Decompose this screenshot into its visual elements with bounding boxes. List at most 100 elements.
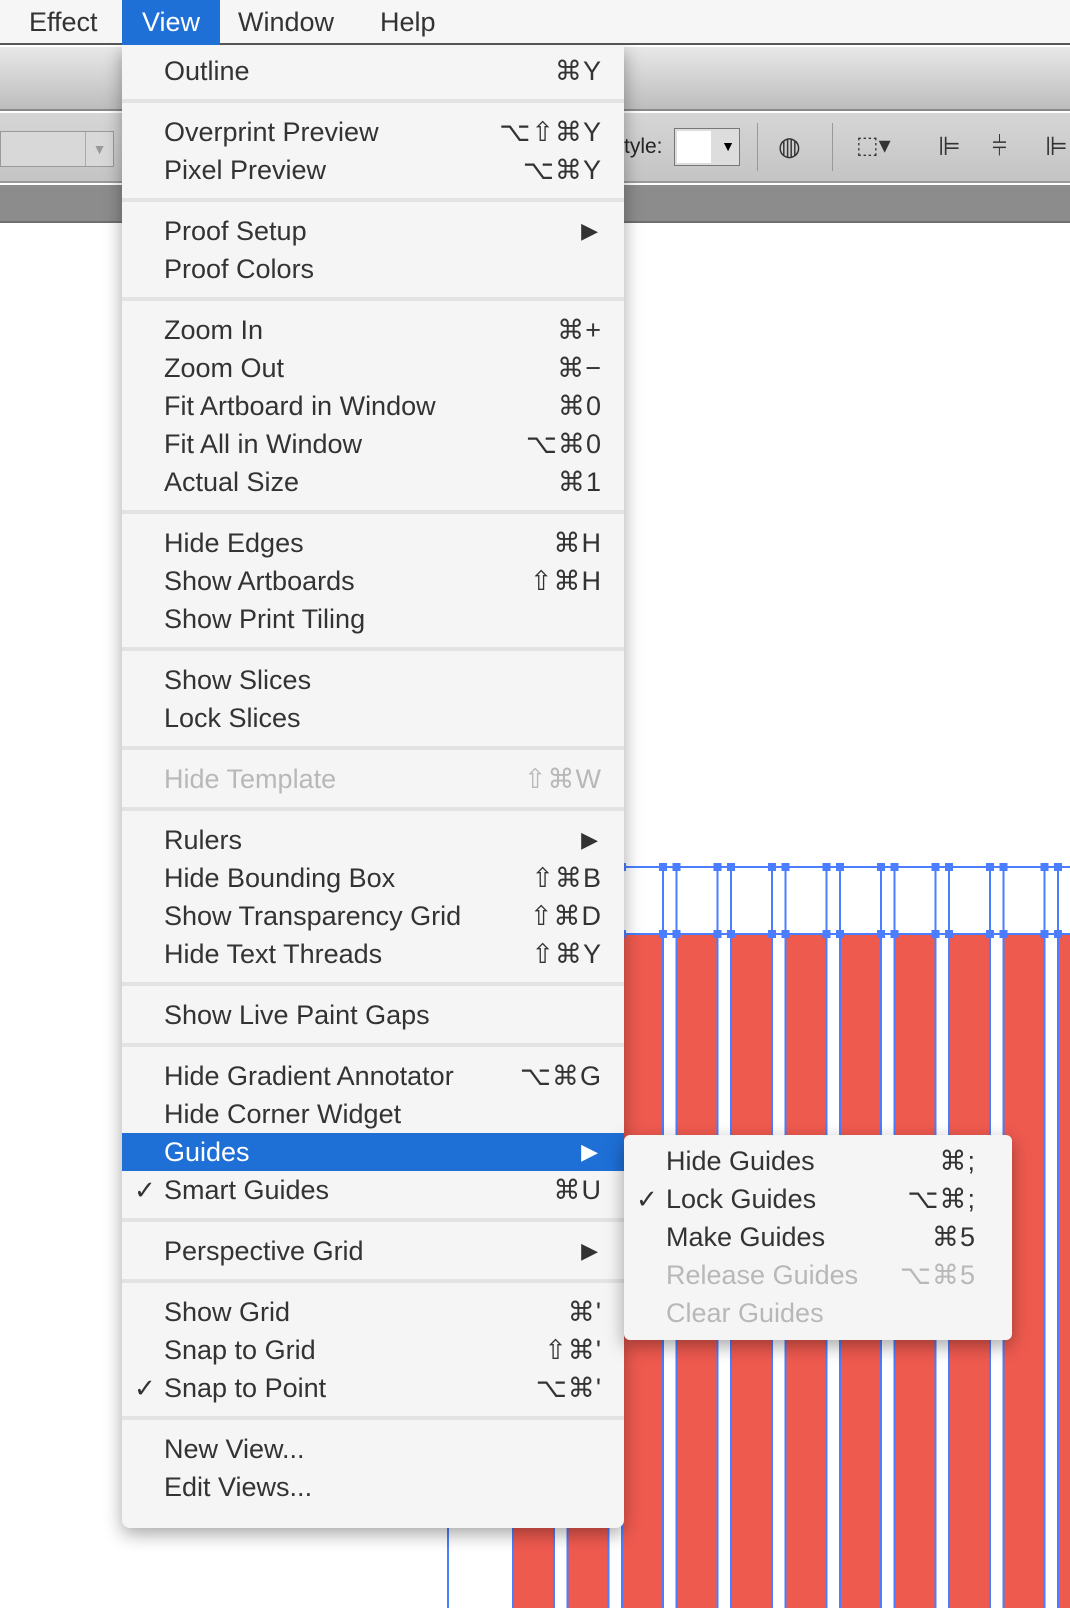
anchor-handle [945,930,953,938]
checkmark-icon: ✓ [134,1373,156,1403]
anchor-handle [1054,930,1062,938]
shortcut-label: ⌘Y [554,56,602,86]
menu-item-label: Hide Template [164,764,337,794]
submenu-item-hide-guides[interactable]: Hide Guides ⌘; [624,1142,1012,1180]
menu-item-label: Show Print Tiling [164,604,366,634]
menu-bar: Effect View Window Help [0,0,1070,45]
anchor-handle [781,863,790,871]
menu-item-smart-guides[interactable]: ✓ Smart Guides ⌘U [122,1171,624,1209]
anchor-handle [999,930,1008,938]
menu-item-label: Show Slices [164,665,312,695]
menu-item-label: Hide Bounding Box [164,863,396,893]
menu-item-show-grid[interactable]: Show Grid ⌘' [122,1293,624,1331]
menu-item-label: Show Live Paint Gaps [164,1000,430,1030]
menu-item-hide-gradient-annotator[interactable]: Hide Gradient Annotator ⌥⌘G [122,1057,624,1095]
transform-reference-icon[interactable]: ⬚▾ [856,132,891,159]
menu-separator [122,90,624,113]
checkmark-icon: ✓ [636,1184,658,1214]
guides-submenu: Hide Guides ⌘; ✓ Lock Guides ⌥⌘; Make Guides ⌘… [624,1135,1012,1340]
menu-item-rulers[interactable]: Rulers ▶ [122,821,624,859]
menu-item-outline[interactable]: Outline ⌘Y [122,52,624,90]
menu-item-label: Hide Edges [164,528,304,558]
menu-item-label: Release Guides [666,1260,859,1290]
dropdown-select[interactable]: ▼ [0,131,114,167]
anchor-handle [727,863,735,871]
menu-item-label: Hide Text Threads [164,939,383,969]
submenu-item-release-guides: Release Guides ⌥⌘5 [624,1256,1012,1294]
menu-item-label: Proof Setup [164,216,307,246]
menu-item-label: Snap to Grid [164,1335,316,1365]
menu-item-fit-artboard-in-window[interactable]: Fit Artboard in Window ⌘0 [122,387,624,425]
menu-item-label: Show Grid [164,1297,291,1327]
menu-separator [122,189,624,212]
anchor-handle [945,863,953,871]
shortcut-label: ⌘U [553,1175,602,1205]
menu-item-perspective-grid[interactable]: Perspective Grid ▶ [122,1232,624,1270]
shortcut-label: ⌥⌘G [519,1061,602,1091]
menu-item-proof-setup[interactable]: Proof Setup ▶ [122,212,624,250]
align-center-icon[interactable]: ⫩ [992,131,1007,161]
anchor-handle [836,863,844,871]
anchor-handle [836,930,844,938]
menu-item-hide-corner-widget[interactable]: Hide Corner Widget [122,1095,624,1133]
menu-item-new-view[interactable]: New View... [122,1430,624,1468]
menu-item-show-live-paint-gaps[interactable]: Show Live Paint Gaps [122,996,624,1034]
menu-item-show-print-tiling[interactable]: Show Print Tiling [122,600,624,638]
anchor-handle [877,863,885,871]
menu-separator [122,288,624,311]
menu-view[interactable]: View [122,0,220,45]
recolor-icon[interactable]: ◍ [778,131,801,161]
menu-item-snap-to-point[interactable]: ✓ Snap to Point ⌥⌘' [122,1369,624,1407]
menu-item-label: Show Artboards [164,566,355,596]
anchor-handle [727,930,735,938]
shortcut-label: ⌘1 [557,467,602,497]
menu-item-snap-to-grid[interactable]: Snap to Grid ⇧⌘' [122,1331,624,1369]
menu-item-edit-views[interactable]: Edit Views... [122,1468,624,1506]
shortcut-label: ⇧⌘D [529,901,602,931]
menu-help[interactable]: Help [380,7,436,37]
menu-item-show-transparency-grid[interactable]: Show Transparency Grid ⇧⌘D [122,897,624,935]
menu-item-zoom-in[interactable]: Zoom In ⌘+ [122,311,624,349]
shortcut-label: ⇧⌘H [529,566,602,596]
menu-item-hide-edges[interactable]: Hide Edges ⌘H [122,524,624,562]
menu-item-zoom-out[interactable]: Zoom Out ⌘− [122,349,624,387]
shortcut-label: ⌥⌘; [907,1184,976,1214]
shortcut-label: ⌘H [553,528,602,558]
menu-item-guides[interactable]: Guides ▶ [122,1133,624,1171]
menu-item-proof-colors[interactable]: Proof Colors [122,250,624,288]
submenu-item-make-guides[interactable]: Make Guides ⌘5 [624,1218,1012,1256]
anchor-handle [713,930,722,938]
align-right-icon[interactable]: ⊫ [1045,131,1068,161]
menu-item-label: Outline [164,56,250,86]
menu-item-actual-size[interactable]: Actual Size ⌘1 [122,463,624,501]
menu-separator [122,501,624,524]
menu-item-fit-all-in-window[interactable]: Fit All in Window ⌥⌘0 [122,425,624,463]
menu-item-label: Clear Guides [666,1298,824,1328]
menu-item-hide-bounding-box[interactable]: Hide Bounding Box ⇧⌘B [122,859,624,897]
menu-item-show-slices[interactable]: Show Slices [122,661,624,699]
submenu-arrow-icon: ▶ [581,1238,598,1263]
shortcut-label: ⇧⌘' [544,1335,602,1365]
style-dropdown[interactable]: ▼ [674,128,740,166]
menu-window[interactable]: Window [238,7,335,37]
menu-item-lock-slices[interactable]: Lock Slices [122,699,624,737]
anchor-handle [1054,863,1062,871]
menu-separator [122,638,624,661]
menu-item-overprint-preview[interactable]: Overprint Preview ⌥⇧⌘Y [122,113,624,151]
anchor-handle [890,930,899,938]
menu-item-label: Lock Slices [164,703,301,733]
submenu-arrow-icon: ▶ [581,827,598,852]
anchor-handle [781,930,790,938]
menu-item-pixel-preview[interactable]: Pixel Preview ⌥⌘Y [122,151,624,189]
shortcut-label: ⌥⌘0 [525,429,602,459]
menu-item-hide-text-threads[interactable]: Hide Text Threads ⇧⌘Y [122,935,624,973]
menu-item-label: Hide Gradient Annotator [164,1061,454,1091]
menu-effect[interactable]: Effect [29,7,98,37]
menu-item-show-artboards[interactable]: Show Artboards ⇧⌘H [122,562,624,600]
chevron-down-icon: ▼ [721,138,735,154]
anchor-handle [768,863,776,871]
shortcut-label: ⌥⌘Y [522,155,602,185]
submenu-item-lock-guides[interactable]: ✓ Lock Guides ⌥⌘; [624,1180,1012,1218]
align-left-icon[interactable]: ⊫ [938,131,961,161]
anchor-handle [822,930,831,938]
